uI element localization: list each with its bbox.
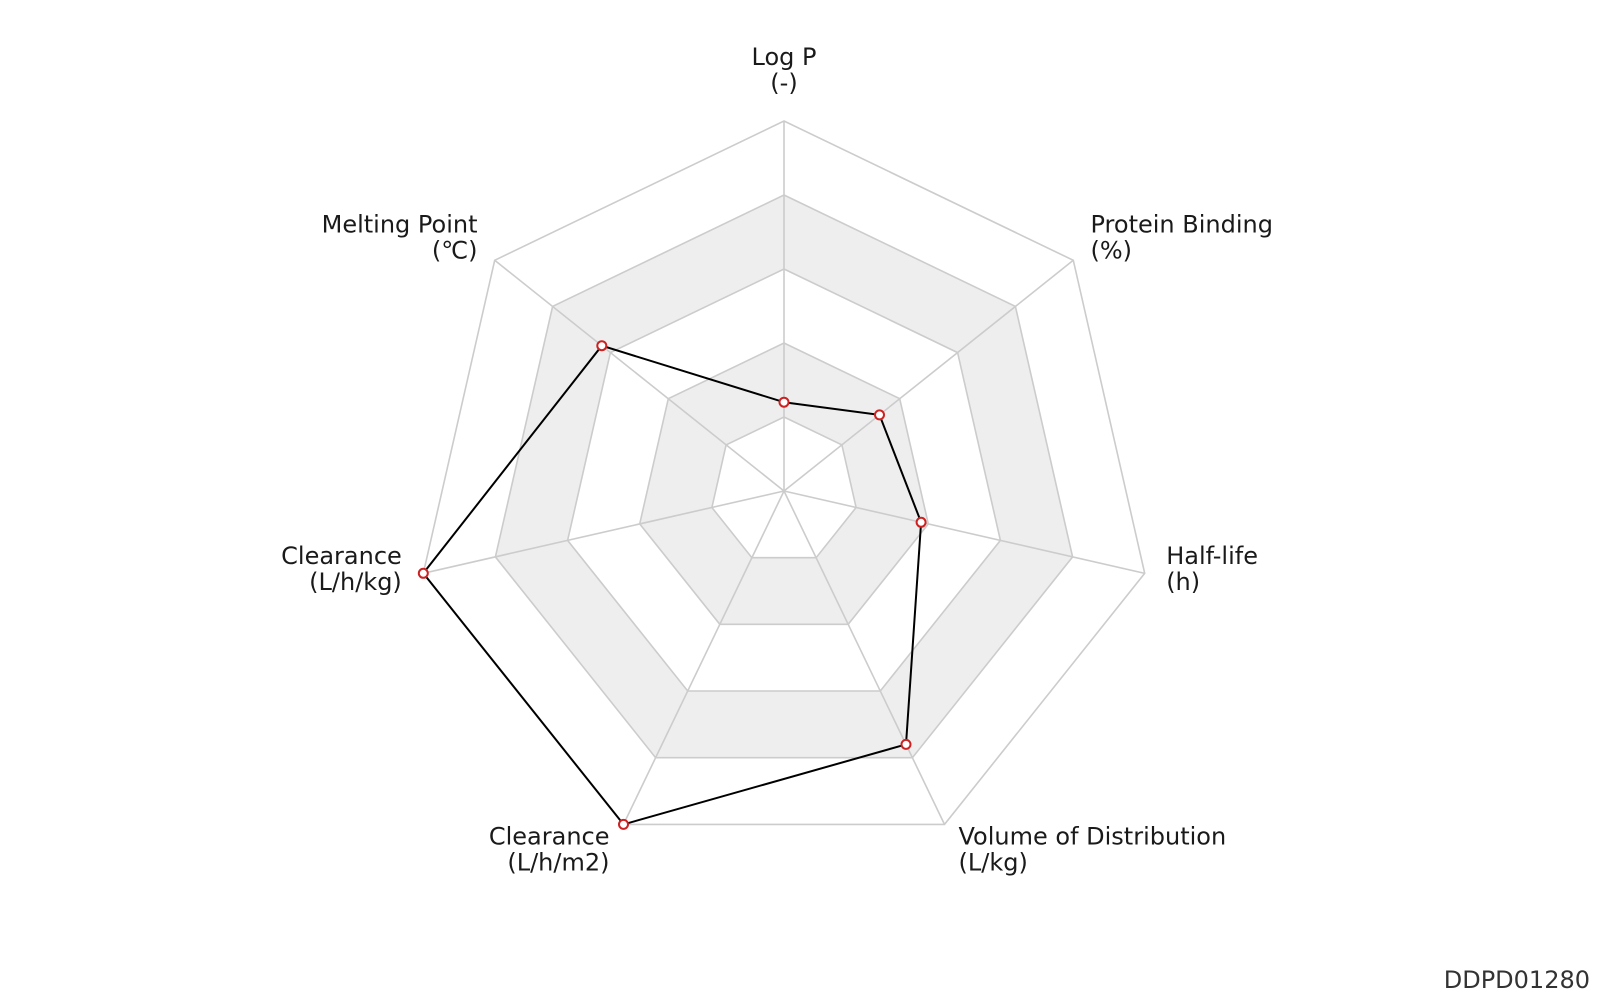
axis-unit-6: (℃) bbox=[432, 237, 478, 265]
axis-label-1: Protein Binding (%) bbox=[1091, 211, 1273, 265]
axis-name-1: Protein Binding bbox=[1091, 211, 1273, 239]
axis-name-4: Clearance bbox=[489, 822, 610, 850]
axis-unit-0: (-) bbox=[770, 69, 797, 97]
data-point-1 bbox=[874, 409, 885, 421]
axis-label-3: Volume of Distribution (L/kg) bbox=[959, 822, 1227, 876]
data-point-6 bbox=[596, 340, 608, 352]
axis-name-6: Melting Point bbox=[322, 211, 478, 239]
watermark-code: DDPD01280 bbox=[1443, 966, 1590, 994]
axis-unit-2: (h) bbox=[1166, 568, 1200, 596]
radar-axis-labels: Log P (-) Protein Binding (%) Half-life (h) Vo… bbox=[281, 43, 1273, 876]
axis-label-4: Clearance (L/h/m2) bbox=[489, 822, 610, 876]
axis-unit-1: (%) bbox=[1091, 237, 1133, 265]
axis-unit-3: (L/kg) bbox=[959, 848, 1028, 876]
radar-spokes bbox=[423, 121, 1145, 825]
series-line-0 bbox=[422, 344, 923, 826]
data-point-3 bbox=[900, 738, 912, 750]
radar-spoke-4 bbox=[622, 490, 785, 825]
axis-unit-5: (L/h/kg) bbox=[309, 568, 402, 596]
axis-name-2: Half-life bbox=[1166, 542, 1258, 570]
radar-spoke-1 bbox=[783, 259, 1074, 492]
axis-name-3: Volume of Distribution bbox=[959, 822, 1227, 850]
radar-spoke-6 bbox=[494, 259, 785, 492]
radar-series bbox=[417, 340, 927, 830]
axis-label-2: Half-life (h) bbox=[1166, 542, 1258, 596]
data-point-5 bbox=[417, 567, 429, 579]
axis-name-0: Log P bbox=[752, 43, 817, 71]
axis-name-5: Clearance bbox=[281, 542, 402, 570]
data-point-2 bbox=[915, 516, 927, 528]
axis-label-6: Melting Point (℃) bbox=[322, 211, 478, 265]
axis-unit-4: (L/h/m2) bbox=[507, 848, 609, 876]
axis-label-0: Log P (-) bbox=[752, 43, 817, 97]
radar-spoke-5 bbox=[423, 490, 785, 575]
radar-spoke-2 bbox=[783, 490, 1145, 575]
data-point-0 bbox=[778, 396, 790, 408]
axis-label-5: Clearance (L/h/kg) bbox=[281, 542, 402, 596]
data-point-4 bbox=[618, 818, 629, 830]
radar-spoke-3 bbox=[783, 490, 946, 825]
